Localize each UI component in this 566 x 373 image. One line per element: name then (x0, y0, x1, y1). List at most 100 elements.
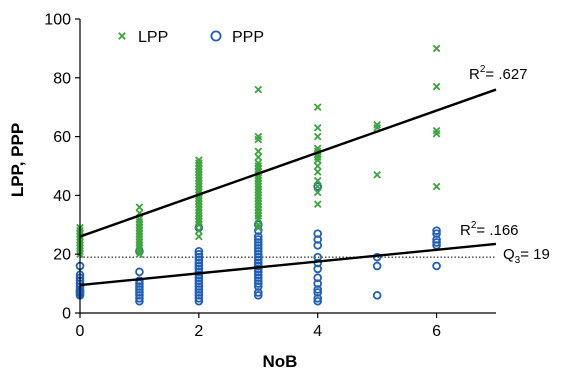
ppp-point (432, 226, 441, 235)
lpp-point (313, 153, 322, 162)
ppp-point (313, 241, 323, 250)
ppp-point (432, 229, 441, 238)
r2-ppp-label: R2= .166 (460, 220, 519, 239)
ppp-point (253, 288, 263, 297)
legend-ppp-label: PPP (232, 29, 264, 46)
ppp-point (194, 261, 204, 271)
y-tick-label: 40 (53, 188, 71, 205)
r2-lpp-label: R2= .627 (469, 64, 528, 83)
lpp-point (195, 220, 203, 229)
lpp-point (254, 197, 263, 206)
lpp-point (195, 232, 203, 241)
legend-ppp-marker (210, 30, 222, 42)
lpp-point (195, 170, 203, 179)
lpp-point (135, 250, 144, 259)
lpp-point (135, 238, 144, 247)
lpp-point (195, 162, 203, 170)
ppp-point (194, 255, 204, 265)
lpp-point (254, 206, 263, 214)
ppp-point (135, 288, 144, 297)
lpp-point (254, 159, 263, 167)
lpp-point (254, 200, 263, 209)
lpp-point (373, 170, 381, 179)
lpp-point (254, 147, 263, 156)
y-tick-label: 100 (44, 12, 71, 29)
lpp-point (254, 194, 263, 203)
lpp-point (313, 176, 322, 185)
lpp-point (313, 103, 322, 112)
lpp-point (313, 162, 322, 170)
ppp-point (313, 235, 323, 244)
x-tick-label: 4 (313, 323, 322, 340)
y-tick-label: 0 (62, 306, 71, 323)
lpp-point (254, 220, 263, 229)
lpp-point (135, 232, 144, 241)
ppp-point (313, 229, 323, 238)
ppp-point (313, 279, 323, 288)
ppp-point (194, 293, 204, 303)
ppp-point (313, 264, 323, 274)
lpp-point (432, 129, 441, 138)
legend-lpp-x-icon (118, 32, 126, 40)
lpp-point (254, 135, 263, 144)
ppp-point (194, 279, 204, 288)
lpp-point (254, 173, 263, 182)
ppp-point (194, 252, 204, 262)
lpp-point (135, 229, 144, 238)
ppp-point (313, 296, 323, 306)
lpp-point (432, 82, 441, 91)
lpp-point (135, 223, 144, 232)
lpp-point (313, 156, 322, 164)
legend-lpp-label: LPP (138, 29, 168, 46)
legend-ppp-o-icon (210, 30, 222, 42)
lpp-point (254, 215, 263, 223)
lpp-point (195, 209, 203, 217)
lpp-point (195, 197, 203, 206)
ppp-point (253, 249, 263, 259)
y-tick-label: 80 (53, 70, 71, 87)
ppp-point (194, 285, 204, 294)
series-lpp (76, 44, 441, 259)
ppp-point (253, 244, 263, 253)
lpp-point (373, 121, 381, 129)
lpp-point (254, 185, 263, 194)
plot-area (75, 44, 497, 306)
lpp-point (254, 212, 263, 220)
ppp-point (194, 246, 204, 256)
ppp-point (313, 288, 323, 297)
lpp-point (135, 247, 144, 256)
ppp-point (253, 241, 263, 250)
ppp-point (194, 276, 204, 285)
lpp-point (254, 153, 263, 162)
ppp-point (135, 293, 144, 303)
ppp-point (194, 258, 204, 268)
ppp-point (372, 261, 382, 271)
lpp-point (254, 165, 263, 173)
ppp-point (253, 282, 263, 291)
lpp-point (432, 182, 441, 191)
trendline-lpp (79, 88, 497, 238)
lpp-point (195, 226, 203, 235)
lpp-point (195, 200, 203, 209)
y-axis-title: LPP, PPP (8, 123, 27, 197)
lpp-point (254, 179, 263, 188)
lpp-point (254, 85, 263, 94)
legend-lpp-marker (118, 32, 126, 40)
ppp-point (135, 267, 144, 277)
lpp-point (135, 203, 144, 211)
lpp-point (195, 218, 203, 226)
lpp-point (135, 244, 144, 253)
lpp-point (195, 173, 203, 182)
ppp-point (253, 279, 263, 288)
lpp-point (254, 188, 263, 197)
lpp-point (135, 235, 144, 244)
legend-item-ppp: PPP (210, 29, 264, 46)
lpp-point (195, 206, 203, 214)
lpp-point (195, 212, 203, 220)
lpp-point (195, 185, 203, 194)
lpp-point (254, 223, 263, 232)
ppp-point (194, 288, 204, 297)
lpp-point (313, 188, 322, 197)
lpp-point (313, 200, 322, 209)
